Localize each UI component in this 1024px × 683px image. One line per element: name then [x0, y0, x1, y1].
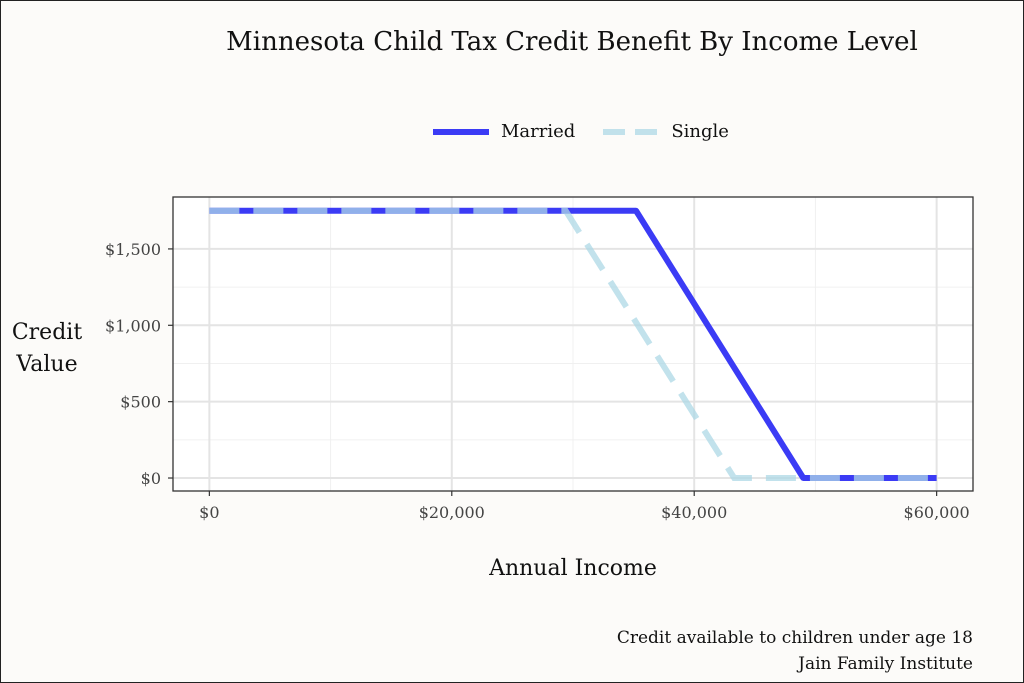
x-tick-label: $40,000: [661, 503, 727, 522]
series-line-single: [209, 207, 937, 482]
y-axis-label-line-2: Value: [16, 352, 78, 377]
x-tick-label: $20,000: [419, 503, 485, 522]
legend-swatch-single: [603, 128, 660, 135]
chart-title: Minnesota Child Tax Credit Benefit By In…: [226, 27, 918, 57]
y-tick-label: $1,000: [105, 316, 161, 335]
legend-label-single: Single: [671, 121, 729, 142]
y-tick-label: $500: [120, 393, 161, 412]
x-tick-label: $0: [199, 503, 219, 522]
caption: Credit available to children under age 1…: [617, 625, 973, 677]
caption-line-2: Jain Family Institute: [798, 654, 973, 674]
y-tick-label: $1,500: [105, 240, 161, 259]
x-axis-label: Annual Income: [489, 556, 657, 581]
legend-swatch-married: [433, 128, 489, 135]
x-tick-label: $60,000: [904, 503, 970, 522]
legend-label-married: Married: [501, 121, 576, 142]
legend-item-married: Married: [433, 121, 575, 142]
plot-border: [172, 196, 974, 492]
caption-line-1: Credit available to children under age 1…: [616, 628, 973, 648]
y-axis-label-line-1: Credit: [11, 320, 83, 345]
legend: Married Single: [433, 121, 743, 142]
legend-item-single: Single: [603, 121, 729, 142]
y-axis-label: Credit Value: [7, 317, 87, 381]
y-tick-label: $0: [141, 469, 161, 488]
